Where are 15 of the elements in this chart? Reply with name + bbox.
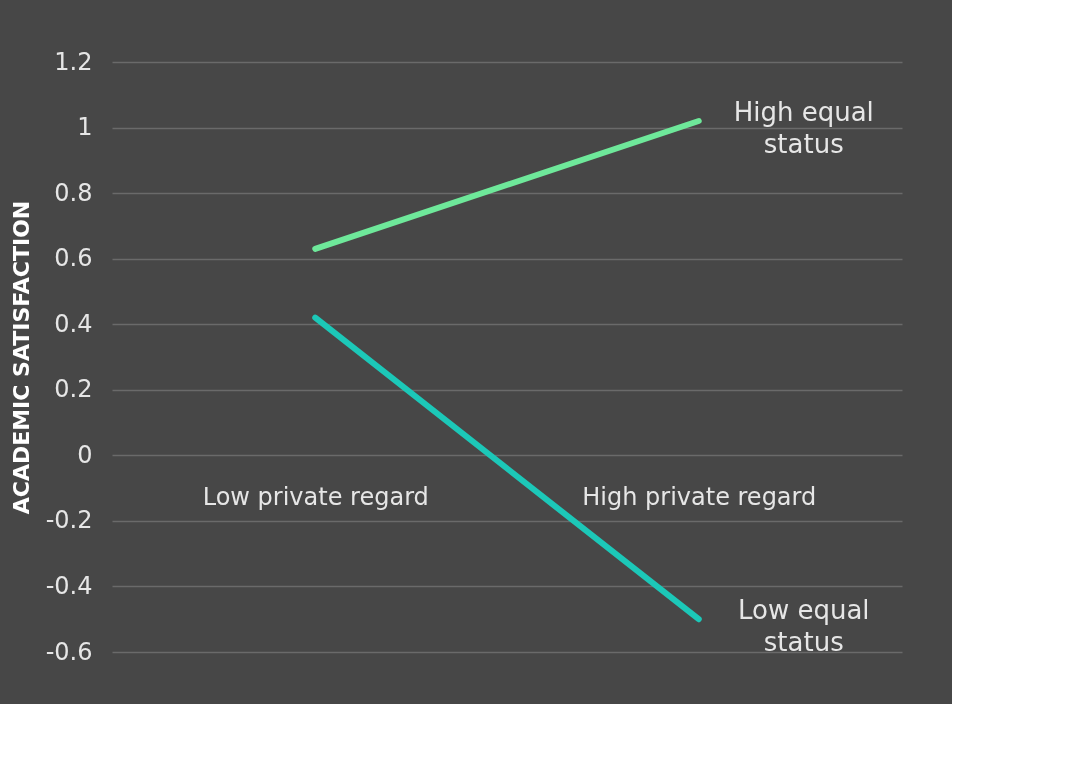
y-tick-label: 0.2 xyxy=(54,375,93,404)
y-tick-label: -0.6 xyxy=(45,637,93,666)
y-axis-title: ACADEMIC SATISFACTION xyxy=(8,200,34,515)
series-label: High equal status xyxy=(733,97,874,159)
series-label: Low equal status xyxy=(737,595,870,658)
y-tick-label: 0.6 xyxy=(54,244,93,273)
y-tick-label: -0.2 xyxy=(45,506,93,535)
y-tick-label: 1.2 xyxy=(54,47,93,76)
y-tick-label: 0.4 xyxy=(54,309,93,338)
y-tick-label: 0 xyxy=(77,440,93,469)
x-tick-label: Low private regard xyxy=(202,482,429,511)
y-tick-label: -0.4 xyxy=(45,571,93,600)
x-tick-label: High private regard xyxy=(582,482,817,511)
y-tick-label: 0.8 xyxy=(54,178,93,207)
y-tick-label: 1 xyxy=(77,113,93,142)
